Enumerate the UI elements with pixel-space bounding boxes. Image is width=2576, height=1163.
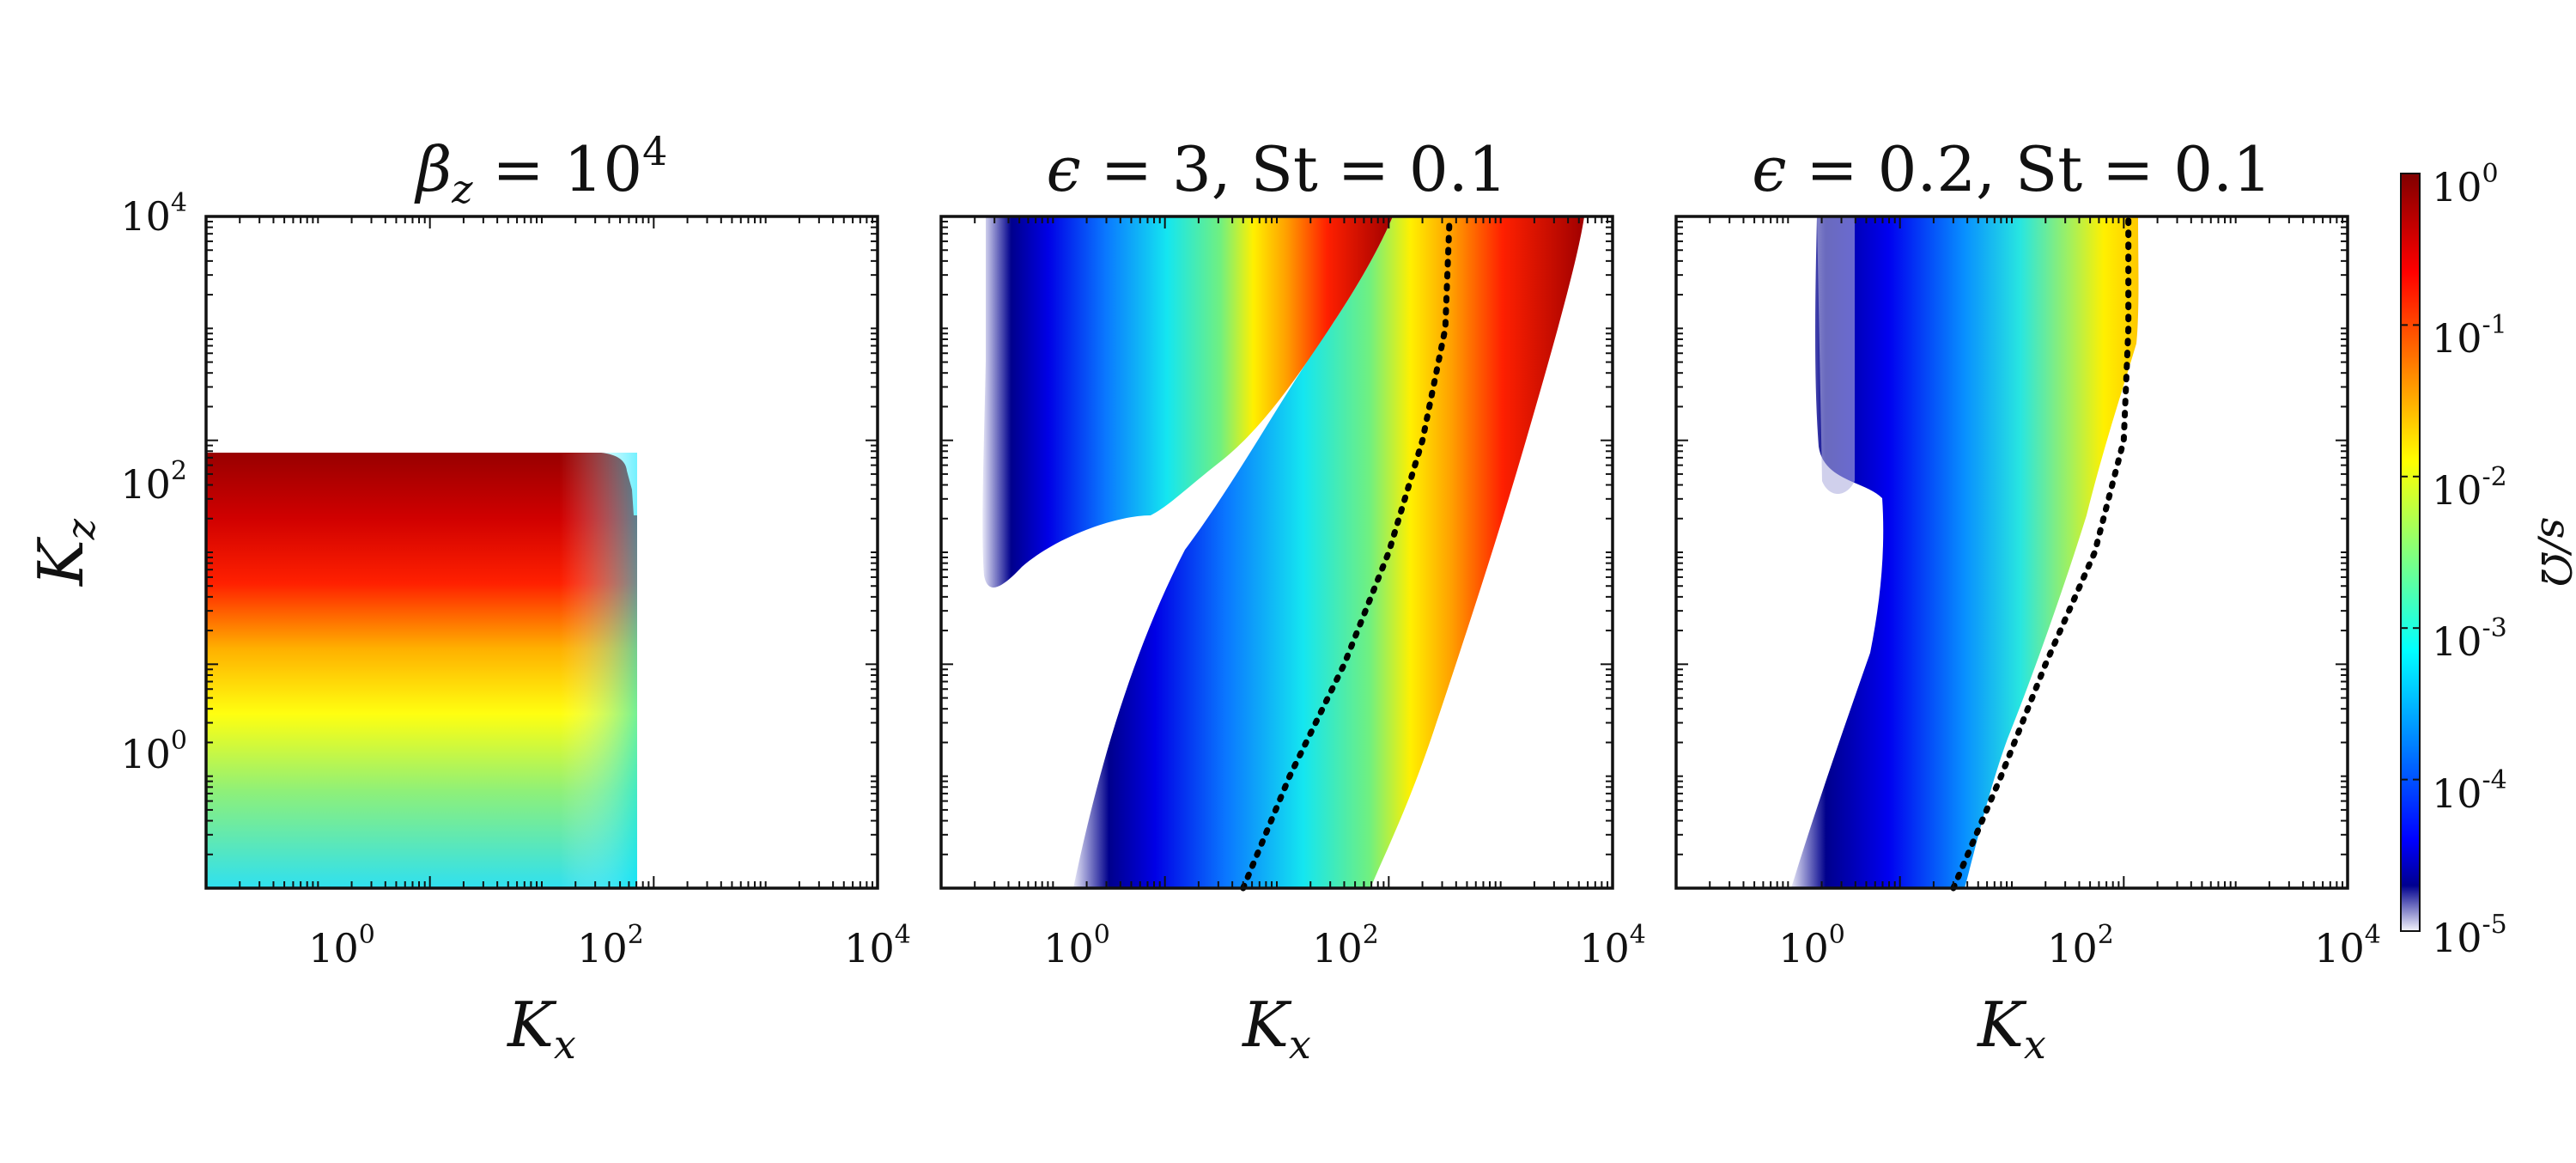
panel-eps-0-2: ϵ = 0.2, St = 0.1 100 102 104 Kx (1674, 133, 2381, 1068)
x-tick-label-1-1: 102 (577, 920, 644, 971)
unstable-region-right-branch (1073, 216, 1584, 888)
colorbar: 100 10-1 10-2 10-3 10-4 10-5 s/Ω (2400, 159, 2576, 961)
colorbar-tick-label-1: 10-1 (2432, 310, 2507, 362)
x-tick-label-1-2: 104 (844, 920, 911, 971)
axis-ticks-3 (1675, 216, 2348, 889)
y-axis-title-1: Kz (25, 518, 104, 588)
panel-title-2: ϵ = 3, St = 0.1 (1047, 133, 1508, 205)
colorbar-tick-label-2: 10-2 (2432, 462, 2507, 514)
x-axis-title-1: Kx (506, 989, 576, 1068)
colorbar-frame (2400, 173, 2421, 932)
x-axis-title-2: Kx (1241, 989, 1311, 1068)
axis-ticks-2 (940, 216, 1613, 889)
y-tick-label-1-0: 100 (120, 726, 187, 777)
x-tick-label-3-0: 100 (1778, 920, 1845, 971)
panel-title-1: βz = 104 (414, 128, 668, 212)
panel-beta-z: βz = 104 100 102 104 100 102 104 Kx Kz (25, 128, 911, 1068)
unstable-region-main-branch (1791, 216, 2139, 888)
colorbar-tick-label-3: 10-3 (2432, 613, 2507, 665)
x-tick-label-3-1: 102 (2047, 920, 2114, 971)
x-tick-label-3-2: 104 (2314, 920, 2381, 971)
y-tick-label-1-2: 104 (120, 188, 187, 240)
x-tick-label-2-1: 102 (1312, 920, 1379, 971)
max-growth-curve-3 (1950, 213, 2132, 892)
panel-eps-3: ϵ = 3, St = 0.1 100 102 104 Kx (939, 133, 1646, 1068)
unstable-region-upper-lobe (982, 216, 1393, 588)
unstable-region-halo (1817, 216, 1855, 494)
y-tick-label-1-1: 102 (120, 456, 187, 508)
axis-ticks-1 (205, 216, 878, 889)
colorbar-tick-label-0: 100 (2432, 159, 2499, 210)
colorbar-tick-label-4: 10-4 (2432, 765, 2507, 817)
colorbar-tick-label-5: 10-5 (2432, 910, 2507, 961)
panel-title-3: ϵ = 0.2, St = 0.1 (1752, 133, 2272, 205)
colorbar-ticks (2401, 173, 2420, 932)
max-growth-curve-2 (1240, 213, 1453, 892)
x-tick-label-2-2: 104 (1579, 920, 1646, 971)
colorbar-label: s/Ω (2531, 518, 2576, 588)
unstable-region-edge-shade (206, 453, 637, 888)
x-tick-label-2-0: 100 (1043, 920, 1110, 971)
x-axis-title-3: Kx (1976, 989, 2046, 1068)
colorbar-gradient (2401, 174, 2420, 931)
x-tick-label-1-0: 100 (308, 920, 375, 971)
